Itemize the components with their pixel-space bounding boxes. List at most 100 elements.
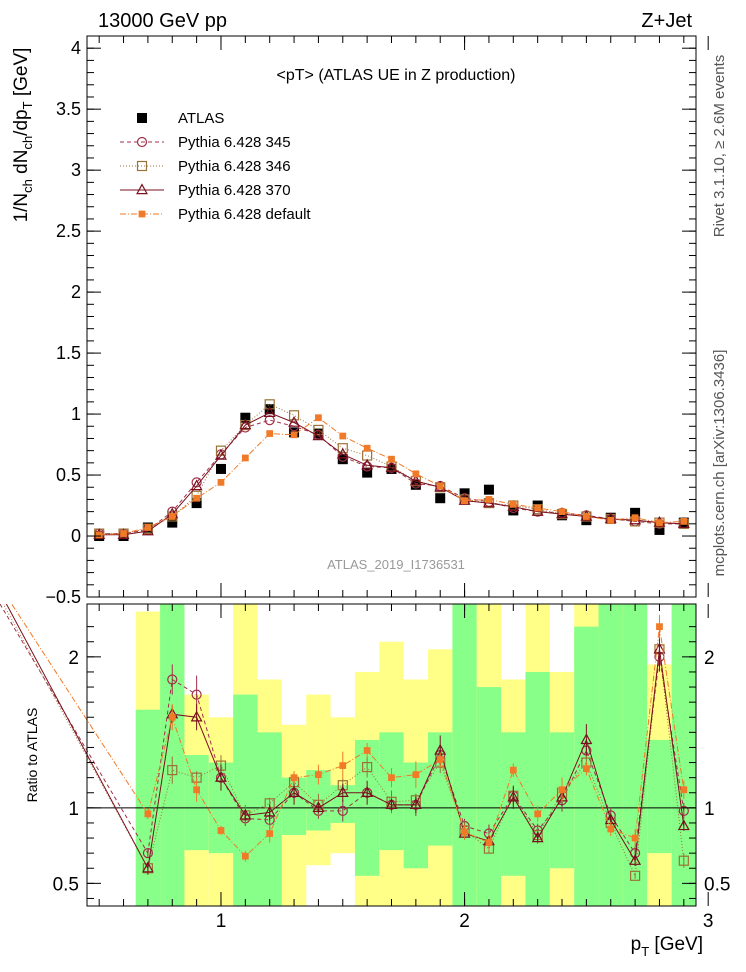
ratio-y-tick-label-right: 2 [704,648,715,669]
data-point [263,406,276,418]
ratio-point [362,761,373,773]
main-y-tick-label: 4 [71,38,81,58]
data-point [193,494,200,502]
data-point [336,447,349,459]
legend: ATLAS Pythia 6.428 345 Pythia 6.428 346 Pyt… [120,110,311,223]
ratio-point [361,786,374,797]
data-point [607,516,615,524]
uncertainty-band-green [476,687,502,906]
legend-label: Pythia 6.428 346 [178,158,291,175]
legend-label: ATLAS [178,110,224,127]
ratio-point [412,771,420,779]
data-point [215,448,227,460]
x-tick-label: 1 [216,911,227,932]
ratio-entry-line [11,604,149,815]
data-point [435,493,446,504]
legend-item: Pythia 6.428 346 [120,158,291,175]
data-point [215,463,226,474]
ratio-point [337,805,348,816]
data-point [168,513,176,520]
data-point [144,524,152,531]
ratio-point [167,674,178,685]
ratio-y-tick-label: 1 [68,799,79,820]
ratio-point [607,825,615,833]
data-point [485,496,493,503]
ratio-point [168,713,176,721]
data-point [534,504,542,512]
ratio-point [190,710,203,722]
data-point [363,444,371,452]
uncertainty-band-green [525,671,550,906]
x-tick-label: 3 [703,911,714,932]
data-point [483,484,494,495]
main-panel: −0.5 0 0.5 1 1.5 2 2.5 3 3.5 4 <pT> (ATLAS UE in … [11,35,709,607]
data-point [239,418,252,430]
rivet-label: Rivet 3.1.10, ≥ 2.6M events [711,55,728,238]
ratio-point [680,786,688,794]
main-y-tick-label: 0.5 [56,465,81,485]
legend-marker [136,136,148,148]
data-point [385,461,398,472]
ratio-y-tick-label-right: 0.5 [704,874,730,895]
uncertainty-band-green [598,604,623,906]
data-point [288,410,300,421]
ratio-point [336,786,349,797]
main-title: <pT> (ATLAS UE in Z production) [277,67,516,84]
ratio-point [385,798,398,810]
ratio-y-tick-label: 2 [68,648,79,669]
data-point [412,470,420,478]
data-point [558,508,566,516]
data-point [288,415,301,427]
ratio-point [263,805,276,817]
ratio-point [290,774,298,782]
legend-item: Pythia 6.428 345 [120,134,291,151]
legend-item: Pythia 6.428 default [120,206,311,223]
data-point [240,412,251,423]
data-point [190,479,203,491]
data-point [656,519,663,526]
data-point [120,530,127,537]
ratio-point [534,810,542,818]
data-point [313,424,324,436]
data-point [461,497,468,505]
data-point [217,478,225,486]
data-point [361,458,374,470]
data-point [312,429,325,441]
ratio-point [339,762,347,769]
ratio-point [239,808,252,820]
data-point [362,461,373,472]
ratio-point [507,790,520,802]
ratio-point [629,870,641,881]
ratio-point [531,831,544,843]
data-point [264,415,275,426]
legend-item: ATLAS [137,110,224,127]
data-point [386,463,397,474]
data-point [654,524,665,535]
uncertainty-band-green [647,739,672,854]
ratio-point [485,839,493,846]
ratio-point [215,771,227,782]
series-1 [94,415,689,539]
ratio-point [678,805,689,816]
data-point [509,500,517,508]
data-point [241,454,249,462]
main-y-tick-label: 0 [71,526,81,546]
ratio-entry-line [2,604,149,869]
data-point [95,531,103,539]
ratio-point [144,810,152,818]
ratio-point [193,786,200,794]
process-label: Z+Jet [641,10,692,32]
data-point [409,474,422,486]
data-point [630,507,641,518]
ratio-y-tick-label-right: 1 [704,799,715,820]
data-point [337,454,348,465]
x-axis-label: pT [GeV] [631,934,703,959]
main-y-tick-label: 3 [71,160,81,180]
ratio-point [142,848,153,859]
ratio-point [580,733,593,745]
data-point [362,467,373,478]
ratio-y-tick-label: 0.5 [53,874,79,895]
watermark: ATLAS_2019_I1736531 [327,557,465,572]
main-y-tick-label: 1 [71,404,81,424]
